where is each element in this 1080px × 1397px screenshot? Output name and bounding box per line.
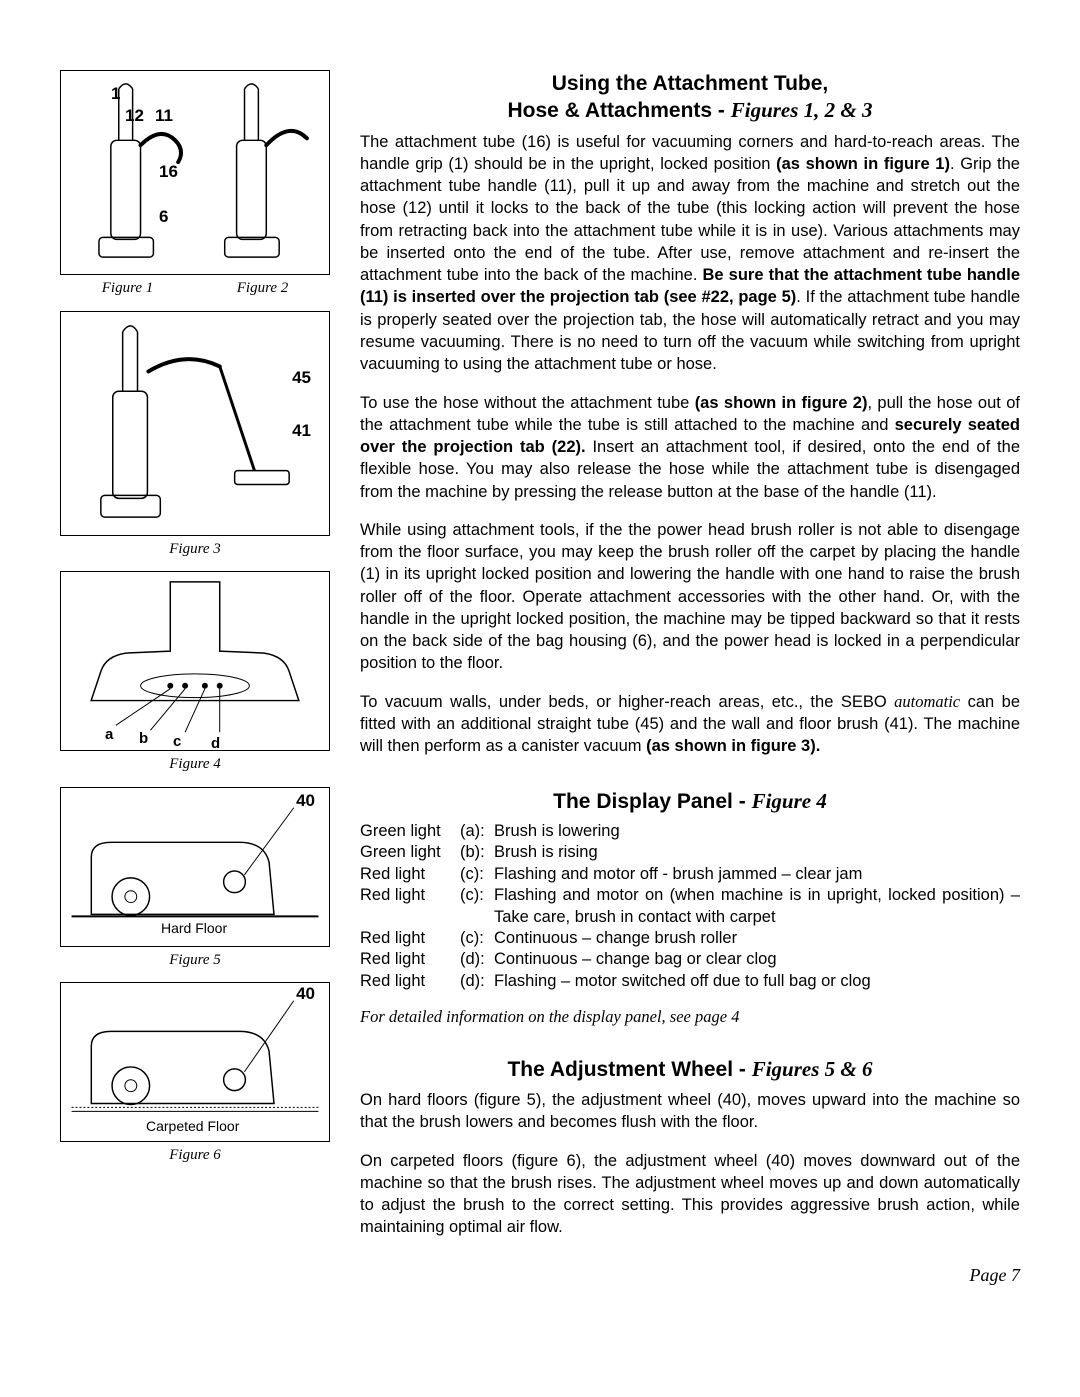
desc-col: Flashing and motor on (when machine is i… (494, 885, 1020, 928)
callout-16: 16 (159, 161, 178, 183)
callout-40-b: 40 (296, 983, 315, 1005)
heading-line-2a: Hose & Attachments - (507, 99, 730, 122)
p4a: To vacuum walls, under beds, or higher-r… (360, 693, 894, 711)
section-3-heading: The Adjustment Wheel - Figures 5 & 6 (360, 1056, 1020, 1083)
heading-line-1: Using the Attachment Tube, (552, 72, 829, 95)
figure-1-2-caption: Figure 1 Figure 2 (60, 279, 330, 299)
hard-floor-label: Hard Floor (161, 919, 227, 937)
figure-6-caption: Figure 6 (60, 1146, 330, 1166)
page-number: Page 7 (360, 1264, 1020, 1287)
p1b: (as shown in figure 1) (776, 155, 950, 173)
section-2-heading: The Display Panel - Figure 4 (360, 788, 1020, 815)
figure-4-box: a b c d (60, 571, 330, 751)
desc-col: Continuous – change bag or clear clog (494, 949, 1020, 970)
table-row: Red light(c):Flashing and motor on (when… (360, 885, 1020, 928)
vacuum-canister-illustration (61, 312, 329, 535)
figure-3-box: 45 41 (60, 311, 330, 536)
key-col: (c): (460, 885, 494, 928)
table-row: Red light(c):Flashing and motor off - br… (360, 864, 1020, 885)
desc-col: Flashing and motor off - brush jammed – … (494, 864, 1020, 885)
p4b: automatic (894, 692, 960, 711)
heading-2a: The Display Panel - (553, 790, 751, 813)
table-row: Red light(d):Continuous – change bag or … (360, 949, 1020, 970)
section-3-para-2: On carpeted floors (figure 6), the adjus… (360, 1150, 1020, 1239)
key-col: (d): (460, 949, 494, 970)
section-1-para-2: To use the hose without the attachment t… (360, 392, 1020, 503)
callout-1: 1 (111, 83, 120, 105)
section-1-para-1: The attachment tube (16) is useful for v… (360, 131, 1020, 376)
table-row: Red light(d):Flashing – motor switched o… (360, 971, 1020, 992)
heading-line-2b: Figures 1, 2 & 3 (731, 98, 873, 122)
figure-1-2-box: 1 12 11 16 6 (60, 70, 330, 275)
table-row: Green light(a):Brush is lowering (360, 821, 1020, 842)
carpeted-floor-label: Carpeted Floor (146, 1117, 239, 1135)
key-col: (c): (460, 864, 494, 885)
page-layout: 1 12 11 16 6 Figure 1 Figure 2 45 (60, 70, 1020, 1287)
vacuum-upright-pair-illustration (61, 71, 329, 274)
section-1-para-3: While using attachment tools, if the the… (360, 519, 1020, 675)
p2b: (as shown in figure 2) (695, 394, 868, 412)
desc-col: Flashing – motor switched off due to ful… (494, 971, 1020, 992)
heading-3b: Figures 5 & 6 (752, 1057, 873, 1081)
desc-col: Brush is lowering (494, 821, 1020, 842)
light-col: Red light (360, 885, 460, 928)
key-col: (d): (460, 971, 494, 992)
heading-3a: The Adjustment Wheel - (507, 1058, 751, 1081)
display-panel-illustration (61, 572, 329, 750)
desc-col: Brush is rising (494, 842, 1020, 863)
p4d: (as shown in figure 3). (646, 737, 820, 755)
callout-b: b (139, 729, 148, 749)
figure-2-label: Figure 2 (237, 279, 289, 299)
p1c: . Grip the attachment tube handle (11), … (360, 155, 1020, 284)
callout-45: 45 (292, 367, 311, 389)
callout-12: 12 (125, 105, 144, 127)
heading-2b: Figure 4 (752, 789, 827, 813)
display-panel-table: Green light(a):Brush is lowering Green l… (360, 821, 1020, 993)
table-row: Green light(b):Brush is rising (360, 842, 1020, 863)
light-col: Red light (360, 949, 460, 970)
light-col: Green light (360, 842, 460, 863)
callout-6: 6 (159, 206, 168, 228)
light-col: Red light (360, 864, 460, 885)
callout-41: 41 (292, 420, 311, 442)
figure-5-caption: Figure 5 (60, 951, 330, 971)
section-3-para-1: On hard floors (figure 5), the adjustmen… (360, 1089, 1020, 1134)
figure-3-caption: Figure 3 (60, 540, 330, 560)
display-panel-note: For detailed information on the display … (360, 1006, 1020, 1027)
key-col: (c): (460, 928, 494, 949)
figures-column: 1 12 11 16 6 Figure 1 Figure 2 45 (60, 70, 330, 1287)
callout-11: 11 (155, 105, 173, 127)
callout-40-a: 40 (296, 790, 315, 812)
section-1-heading: Using the Attachment Tube, Hose & Attach… (360, 70, 1020, 125)
section-1-para-4: To vacuum walls, under beds, or higher-r… (360, 691, 1020, 758)
light-col: Red light (360, 971, 460, 992)
desc-col: Continuous – change brush roller (494, 928, 1020, 949)
key-col: (a): (460, 821, 494, 842)
figure-4-caption: Figure 4 (60, 755, 330, 775)
p2a: To use the hose without the attachment t… (360, 394, 695, 412)
callout-a: a (105, 725, 113, 745)
callout-c: c (173, 732, 181, 752)
text-column: Using the Attachment Tube, Hose & Attach… (360, 70, 1020, 1287)
callout-d: d (211, 734, 220, 754)
table-row: Red light(c):Continuous – change brush r… (360, 928, 1020, 949)
figure-1-label: Figure 1 (102, 279, 154, 299)
light-col: Green light (360, 821, 460, 842)
figure-6-box: 40 Carpeted Floor (60, 982, 330, 1142)
light-col: Red light (360, 928, 460, 949)
key-col: (b): (460, 842, 494, 863)
figure-5-box: 40 Hard Floor (60, 787, 330, 947)
